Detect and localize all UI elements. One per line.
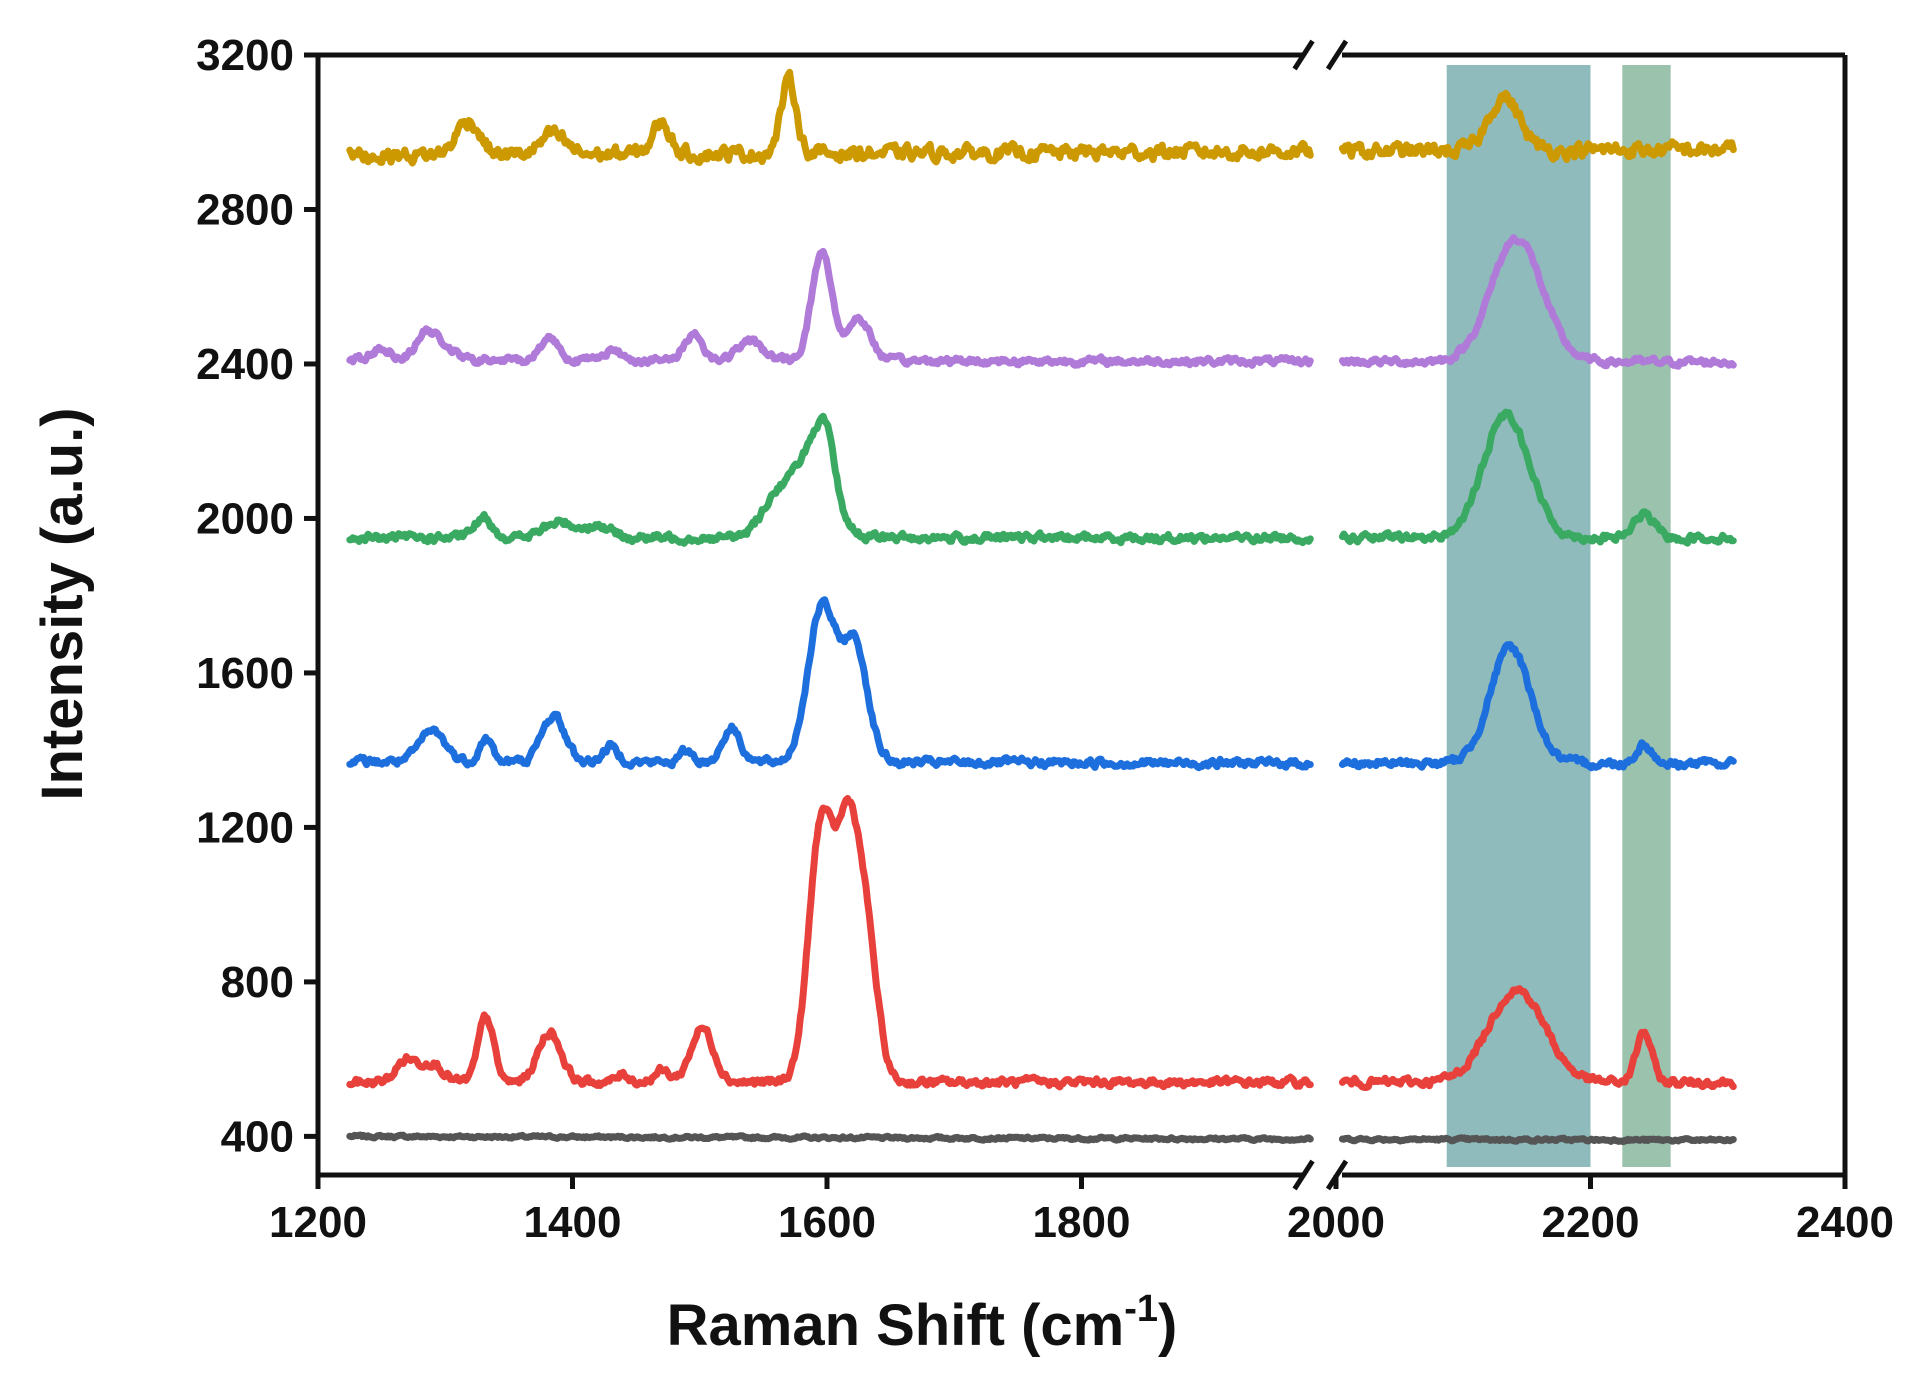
axis-ticks: 1200 1400 1600 1800 2000 2200 2400 400 800 1200 16…	[196, 31, 1894, 1247]
break-mark-bottom-1	[1292, 1159, 1315, 1191]
axis-break-marks	[1292, 39, 1349, 1191]
break-mark-top-1	[1292, 39, 1315, 71]
x-tick-label-2400: 2400	[1796, 1198, 1894, 1247]
y-tick-label-1200: 1200	[196, 803, 294, 852]
y-tick-label-2800: 2800	[196, 185, 294, 234]
x-tick-label-2000: 2000	[1287, 1198, 1385, 1247]
y-tick-label-3200: 3200	[196, 31, 294, 80]
series-line-purple	[346, 234, 1737, 370]
highlight-band-2	[1622, 65, 1671, 1167]
series-line-green	[346, 408, 1737, 547]
x-tick-label-2200: 2200	[1542, 1198, 1640, 1247]
y-tick-label-2400: 2400	[196, 340, 294, 389]
y-tick-label-1600: 1600	[196, 649, 294, 698]
series-line-gray	[346, 1131, 1737, 1146]
plot-frame	[315, 52, 1848, 1178]
x-tick-label-1800: 1800	[1033, 1198, 1131, 1247]
series-line-red	[346, 795, 1737, 1091]
y-tick-label-2000: 2000	[196, 494, 294, 543]
series-line-blue	[346, 596, 1737, 772]
break-mark-top-2	[1325, 39, 1349, 71]
x-tick-label-1400: 1400	[524, 1198, 622, 1247]
y-tick-label-800: 800	[221, 958, 294, 1007]
y-axis-title: Intensity (a.u.)	[30, 407, 95, 800]
series-line-gold	[346, 68, 1737, 167]
highlight-band-1	[1446, 65, 1591, 1167]
x-axis-title: Raman Shift (cm-1)	[667, 1288, 1178, 1358]
x-tick-label-1600: 1600	[778, 1198, 876, 1247]
break-mark-bottom-2	[1325, 1159, 1349, 1191]
series-group	[346, 68, 1737, 1146]
x-tick-label-1200: 1200	[269, 1198, 367, 1247]
highlight-bands	[1446, 65, 1671, 1167]
y-tick-label-400: 400	[221, 1112, 294, 1161]
